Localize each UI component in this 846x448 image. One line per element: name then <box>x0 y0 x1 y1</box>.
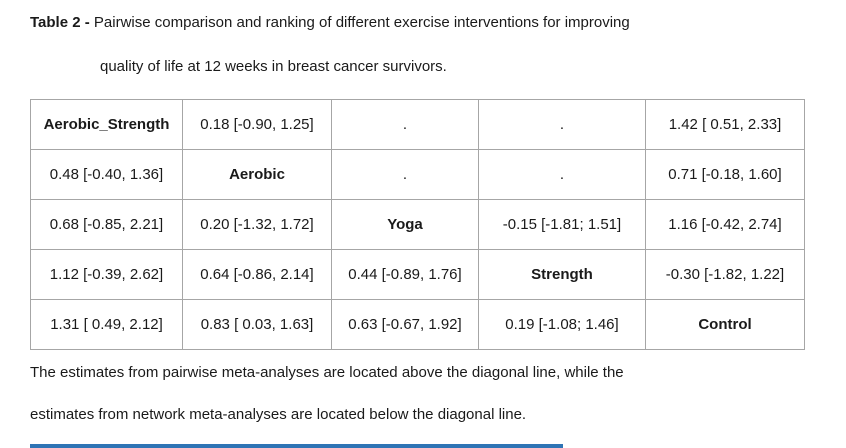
table-cell: . <box>331 99 479 150</box>
table-number-label: Table 2 - <box>30 14 90 31</box>
table-row: Aerobic_Strength 0.18 [-0.90, 1.25] . . … <box>30 99 805 150</box>
table-cell: 0.71 [-0.18, 1.60] <box>645 149 805 200</box>
table-cell: 0.20 [-1.32, 1.72] <box>182 199 332 250</box>
table-cell: 0.48 [-0.40, 1.36] <box>30 149 183 200</box>
table-cell: 0.64 [-0.86, 2.14] <box>182 249 332 300</box>
table-cell: . <box>331 149 479 200</box>
table-cell: 1.31 [ 0.49, 2.12] <box>30 299 183 350</box>
league-table: Aerobic_Strength 0.18 [-0.90, 1.25] . . … <box>30 99 805 350</box>
clipped-next-element-bar <box>30 444 563 448</box>
table-row: 1.31 [ 0.49, 2.12] 0.83 [ 0.03, 1.63] 0.… <box>30 299 805 350</box>
table-footnote-continued: estimates from network meta-analyses are… <box>30 406 527 423</box>
table-caption: Table 2 - Pairwise comparison and rankin… <box>30 14 630 31</box>
table-row: 1.12 [-0.39, 2.62] 0.64 [-0.86, 2.14] 0.… <box>30 249 805 300</box>
table-caption-text: Pairwise comparison and ranking of diffe… <box>93 14 630 31</box>
table-cell: 0.18 [-0.90, 1.25] <box>182 99 332 150</box>
cell-intervention-strength: Strength <box>478 249 646 300</box>
cell-intervention-control: Control <box>645 299 805 350</box>
table-cell: . <box>478 99 646 150</box>
table-caption-continued: quality of life at 12 weeks in breast ca… <box>100 58 447 75</box>
table-cell: 1.42 [ 0.51, 2.33] <box>645 99 805 150</box>
table-cell: . <box>478 149 646 200</box>
cell-intervention-aerobic: Aerobic <box>182 149 332 200</box>
table-cell: 0.63 [-0.67, 1.92] <box>331 299 479 350</box>
table-row: 0.48 [-0.40, 1.36] Aerobic . . 0.71 [-0.… <box>30 149 805 200</box>
cell-intervention-aerobic-strength: Aerobic_Strength <box>30 99 183 150</box>
table-cell: 0.83 [ 0.03, 1.63] <box>182 299 332 350</box>
table-cell: 1.12 [-0.39, 2.62] <box>30 249 183 300</box>
table-cell: 0.44 [-0.89, 1.76] <box>331 249 479 300</box>
table-cell: 1.16 [-0.42, 2.74] <box>645 199 805 250</box>
table-cell: 0.19 [-1.08; 1.46] <box>478 299 646 350</box>
table-cell: -0.30 [-1.82, 1.22] <box>645 249 805 300</box>
table-cell: -0.15 [-1.81; 1.51] <box>478 199 646 250</box>
table-footnote: The estimates from pairwise meta-analyse… <box>30 364 624 381</box>
table-row: 0.68 [-0.85, 2.21] 0.20 [-1.32, 1.72] Yo… <box>30 199 805 250</box>
cell-intervention-yoga: Yoga <box>331 199 479 250</box>
table-cell: 0.68 [-0.85, 2.21] <box>30 199 183 250</box>
